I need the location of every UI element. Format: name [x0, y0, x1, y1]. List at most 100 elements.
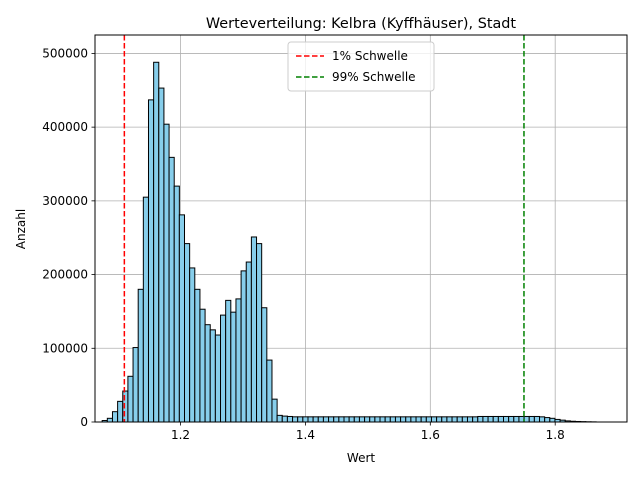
- y-tick-label: 200000: [42, 268, 88, 282]
- chart-title: Werteverteilung: Kelbra (Kyffhäuser), St…: [206, 16, 516, 32]
- histogram-bar: [142, 196, 149, 423]
- histogram-bar: [214, 334, 222, 423]
- histogram-bar: [292, 416, 299, 423]
- histogram-bar: [415, 416, 422, 423]
- histogram-bar: [451, 416, 458, 423]
- histogram-bar: [225, 299, 232, 423]
- histogram-bar: [122, 390, 129, 423]
- histogram-bar: [250, 236, 258, 423]
- histogram-bar: [194, 288, 201, 423]
- histogram-bar: [333, 416, 340, 423]
- histogram-bar: [220, 314, 227, 423]
- histogram-bar: [513, 415, 520, 423]
- histogram-bar: [245, 261, 252, 423]
- histogram-bar: [405, 416, 412, 423]
- x-tick-label: 1.6: [421, 428, 440, 442]
- x-tick-label: 1.8: [546, 428, 565, 442]
- histogram-bar: [266, 359, 273, 423]
- y-axis-ticks: 0 100000 200000 300000 400000 500000: [42, 46, 95, 429]
- histogram-bar: [317, 416, 324, 423]
- histogram-bar: [117, 400, 124, 423]
- histogram-bar: [410, 416, 417, 423]
- histogram-bar: [132, 347, 139, 423]
- histogram-bar: [482, 415, 489, 423]
- histogram-bar: [302, 416, 309, 423]
- threshold-lines: [123, 35, 525, 422]
- histogram-bar: [379, 416, 386, 423]
- histogram-bar: [544, 417, 551, 423]
- histogram-bar: [477, 415, 484, 423]
- histogram-bar: [111, 411, 119, 423]
- histogram-bar: [189, 267, 196, 423]
- histogram-bar: [178, 214, 186, 423]
- histogram-bar: [173, 185, 180, 423]
- y-tick-label: 100000: [42, 341, 88, 355]
- x-axis-ticks: 1.2 1.4 1.6 1.8: [171, 422, 565, 442]
- histogram-bar: [353, 416, 360, 423]
- histogram-bar: [163, 123, 170, 423]
- y-tick-label: 400000: [42, 120, 88, 134]
- histogram-bar: [343, 416, 350, 423]
- histogram-bar: [456, 416, 463, 423]
- y-tick-label: 500000: [42, 46, 88, 60]
- histogram-bar: [153, 61, 160, 423]
- legend-box: [287, 41, 435, 92]
- histogram-bar: [400, 416, 407, 423]
- histogram-bar: [338, 416, 345, 423]
- histogram-bar: [528, 415, 535, 423]
- histogram-bar: [472, 416, 479, 423]
- histogram-bar: [503, 415, 510, 423]
- histogram-bar: [184, 243, 191, 423]
- legend: 1% Schwelle 99% Schwelle: [287, 41, 435, 92]
- histogram-bar: [508, 415, 515, 423]
- histogram-bar: [312, 416, 319, 423]
- x-tick-label: 1.4: [296, 428, 315, 442]
- histogram-bar: [307, 416, 314, 423]
- histogram-bar: [322, 416, 330, 423]
- histogram-bar: [523, 415, 530, 423]
- histogram-bar: [497, 415, 505, 423]
- y-axis-label: Anzahl: [14, 209, 28, 249]
- histogram-bar: [487, 415, 494, 423]
- histogram-bar: [348, 416, 355, 423]
- histogram-bar: [430, 416, 438, 423]
- histogram-bar: [384, 416, 391, 423]
- histogram-bar: [209, 329, 216, 423]
- histogram-bar: [394, 416, 402, 423]
- histogram-bar: [297, 416, 304, 423]
- histogram-bar: [240, 270, 247, 423]
- histogram-bar: [106, 417, 113, 423]
- histogram-bar: [286, 415, 294, 423]
- x-axis-label: Wert: [347, 451, 375, 465]
- y-tick-label: 300000: [42, 194, 88, 208]
- histogram-bar: [168, 156, 175, 423]
- histogram-bar: [441, 416, 448, 423]
- histogram-bar: [147, 99, 155, 423]
- histogram-bar: [364, 416, 371, 423]
- histogram-bar: [204, 324, 211, 423]
- histogram-bar: [389, 416, 396, 423]
- histogram-bar: [256, 243, 263, 423]
- histogram-bar: [436, 416, 443, 423]
- histogram-bar: [492, 415, 499, 423]
- plot-frame: [94, 34, 628, 423]
- histogram-bar: [127, 375, 134, 423]
- histogram-bar: [235, 298, 242, 423]
- bars: [101, 61, 597, 423]
- histogram-bar: [461, 416, 468, 423]
- histogram-bar: [199, 308, 206, 423]
- histogram-bar: [358, 416, 366, 423]
- histogram-bar: [230, 311, 237, 423]
- histogram-bar: [276, 414, 283, 423]
- histogram-bar: [261, 307, 268, 423]
- histogram-bar: [369, 416, 376, 423]
- histogram-bar: [137, 288, 144, 423]
- legend-label-1pct: 1% Schwelle: [332, 49, 408, 63]
- y-tick-label: 0: [80, 415, 88, 429]
- legend-label-99pct: 99% Schwelle: [332, 70, 416, 84]
- histogram-bar: [271, 398, 278, 423]
- histogram-bar: [446, 416, 453, 423]
- histogram-bar: [539, 416, 546, 423]
- histogram-bar: [420, 416, 427, 423]
